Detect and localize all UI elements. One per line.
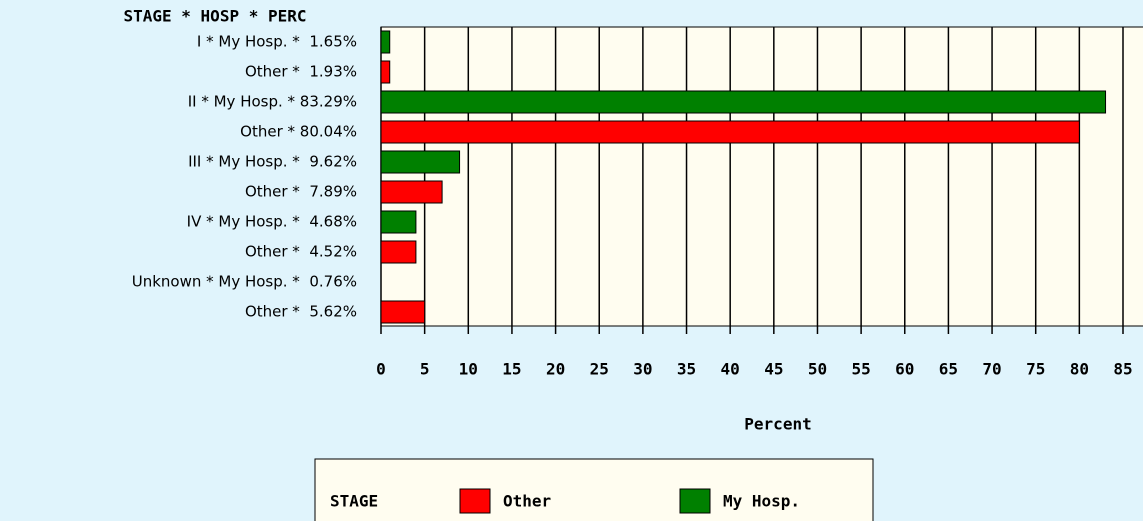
x-tick-label: 15 [502,360,521,379]
y-tick-label: Other * 80.04% [240,123,357,141]
x-tick-label: 65 [939,360,958,379]
plot-area [380,26,1143,327]
x-tick-label: 60 [895,360,914,379]
x-tick-label: 40 [721,360,740,379]
chart-title: STAGE * HOSP * PERC [123,7,306,26]
x-axis-label: Percent [744,415,811,434]
bar [380,30,391,54]
bar [380,300,426,324]
bar [380,150,461,174]
bar [380,60,391,84]
x-tick-label: 45 [764,360,783,379]
x-tick-label: 80 [1070,360,1089,379]
bar [380,210,417,234]
legend-title: STAGE [330,492,378,511]
bar [380,240,417,264]
x-tick-label: 35 [677,360,696,379]
x-tick-label: 50 [808,360,827,379]
legend-swatch [679,488,711,514]
y-tick-label: I * My Hosp. * 1.65% [197,33,357,51]
y-tick-label: IV * My Hosp. * 4.68% [187,213,357,231]
x-tick-label: 25 [590,360,609,379]
bar [380,180,443,204]
bar [380,90,1107,114]
x-tick-label: 85 [1113,360,1132,379]
legend-swatch [459,488,491,514]
x-tick-label: 55 [851,360,870,379]
bar [380,120,1080,144]
x-tick-label: 70 [982,360,1001,379]
x-tick-label: 20 [546,360,565,379]
x-tick-label: 5 [420,360,430,379]
y-tick-label: Other * 5.62% [245,303,357,321]
x-tick-label: 10 [459,360,478,379]
y-tick-label: Other * 7.89% [245,183,357,201]
x-tick-label: 75 [1026,360,1045,379]
y-tick-label: Unknown * My Hosp. * 0.76% [132,273,357,291]
x-tick-label: 30 [633,360,652,379]
y-tick-label: III * My Hosp. * 9.62% [188,153,357,171]
y-tick-label: Other * 1.93% [245,63,357,81]
x-tick-label: 0 [376,360,386,379]
legend-box [314,458,874,521]
y-tick-label: Other * 4.52% [245,243,357,261]
legend-label: Other [503,492,551,511]
legend-label: My Hosp. [723,492,800,511]
y-tick-label: II * My Hosp. * 83.29% [188,93,357,111]
